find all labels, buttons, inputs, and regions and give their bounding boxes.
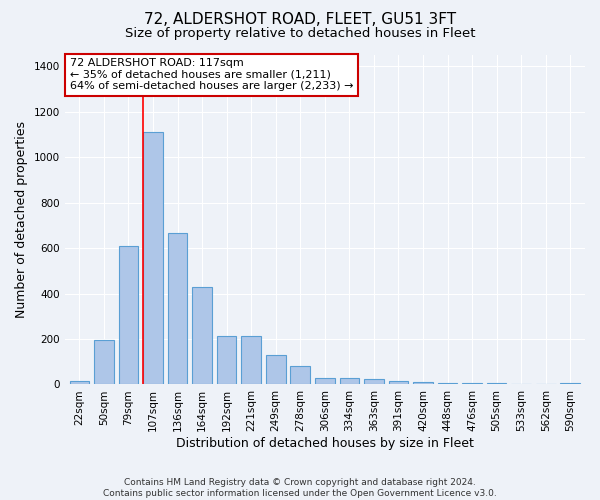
Bar [266, 355, 286, 384]
Bar [413, 382, 433, 384]
Bar [560, 382, 580, 384]
Bar [119, 246, 138, 384]
Bar [290, 366, 310, 384]
Bar [389, 381, 408, 384]
Bar [94, 340, 114, 384]
Bar [168, 234, 187, 384]
Bar [340, 378, 359, 384]
Bar [241, 336, 261, 384]
Bar [192, 287, 212, 384]
Text: 72 ALDERSHOT ROAD: 117sqm
← 35% of detached houses are smaller (1,211)
64% of se: 72 ALDERSHOT ROAD: 117sqm ← 35% of detac… [70, 58, 353, 92]
X-axis label: Distribution of detached houses by size in Fleet: Distribution of detached houses by size … [176, 437, 474, 450]
Y-axis label: Number of detached properties: Number of detached properties [15, 121, 28, 318]
Bar [364, 379, 384, 384]
Bar [70, 381, 89, 384]
Text: Contains HM Land Registry data © Crown copyright and database right 2024.
Contai: Contains HM Land Registry data © Crown c… [103, 478, 497, 498]
Text: Size of property relative to detached houses in Fleet: Size of property relative to detached ho… [125, 28, 475, 40]
Bar [315, 378, 335, 384]
Text: 72, ALDERSHOT ROAD, FLEET, GU51 3FT: 72, ALDERSHOT ROAD, FLEET, GU51 3FT [144, 12, 456, 28]
Bar [143, 132, 163, 384]
Bar [217, 336, 236, 384]
